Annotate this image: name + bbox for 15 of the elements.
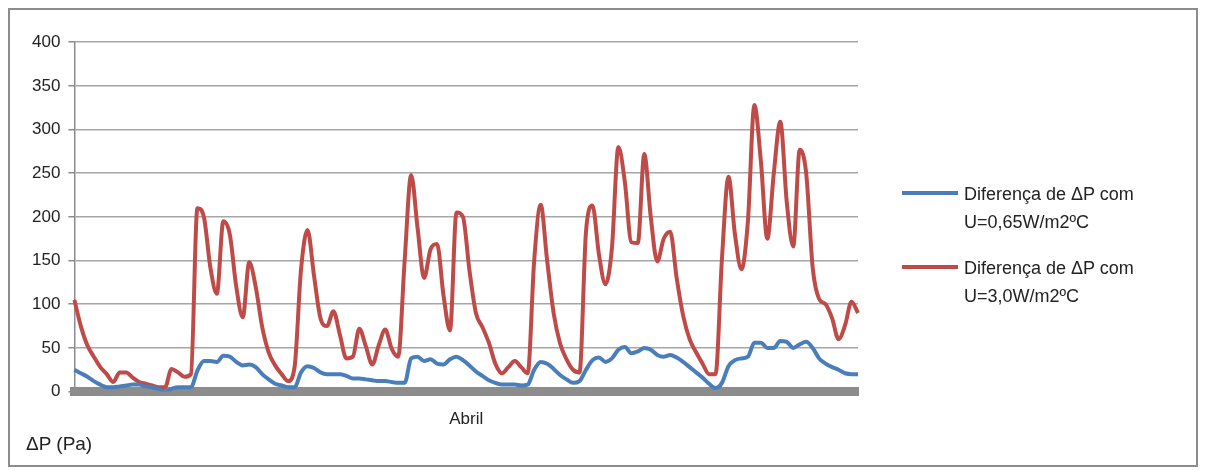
y-tick-label: 150 <box>31 250 61 270</box>
y-tick-label: 50 <box>41 337 61 357</box>
legend-label: Diferença de ΔP com U=3,0W/m2ºC <box>964 257 1135 308</box>
y-tick-label: 0 <box>50 381 61 401</box>
y-tick-label: 350 <box>31 75 61 95</box>
y-tick-label: 300 <box>31 119 61 139</box>
y-tick-label: 200 <box>31 206 61 226</box>
line-series <box>72 338 860 392</box>
y-tick-label: 400 <box>31 31 61 51</box>
legend-label: Diferença de ΔP com U=0,65W/m2ºC <box>964 183 1135 234</box>
x-axis-title: Abril <box>449 409 484 429</box>
y-tick-label: 250 <box>31 162 61 182</box>
line-series <box>72 103 860 390</box>
y-axis-title: ΔP (Pa) <box>26 433 93 455</box>
y-tick-label: 100 <box>31 293 61 313</box>
